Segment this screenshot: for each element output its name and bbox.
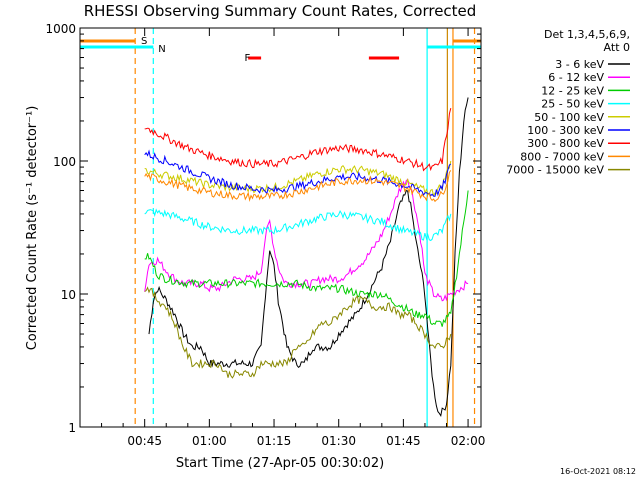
y-tick-label-0: 1	[68, 421, 76, 435]
series-line-0	[148, 97, 469, 418]
legend-header-1: Det 1,3,4,5,6,9,	[544, 28, 630, 41]
x-tick-label-0: 00:45	[127, 434, 162, 448]
y-tick-label-3: 1000	[45, 22, 76, 36]
legend-label-5: 100 - 300 keV	[527, 124, 604, 137]
series-line-5	[144, 149, 452, 197]
series-line-4	[144, 160, 452, 197]
y-tick-label-1: 10	[61, 288, 76, 302]
footer-timestamp: 16-Oct-2021 08:12	[560, 467, 636, 476]
x-axis-label: Start Time (27-Apr-05 00:30:02)	[176, 456, 384, 471]
x-tick-label-5: 02:00	[451, 434, 486, 448]
series-line-6	[144, 107, 452, 172]
series-line-2	[144, 190, 469, 327]
annotation-F: F	[245, 53, 251, 64]
annotation-N: N	[158, 44, 165, 55]
legend-header-2: Att 0	[604, 41, 630, 54]
x-tick-label-3: 01:30	[321, 434, 356, 448]
series-line-8	[144, 286, 452, 379]
legend-label-0: 3 - 6 keV	[555, 58, 604, 71]
legend-label-2: 12 - 25 keV	[541, 84, 604, 97]
series-line-3	[144, 208, 452, 242]
legend-label-8: 7000 - 15000 keV	[506, 164, 604, 177]
legend-label-4: 50 - 100 keV	[534, 111, 604, 124]
legend-label-7: 800 - 7000 keV	[520, 150, 604, 163]
legend-label-6: 300 - 800 keV	[527, 137, 604, 150]
y-tick-label-2: 100	[53, 155, 76, 169]
x-tick-label-1: 01:00	[192, 434, 227, 448]
annotation-S: S	[141, 36, 147, 47]
chart-title: RHESSI Observing Summary Count Rates, Co…	[84, 2, 477, 20]
y-axis-label: Corrected Count Rate (s⁻¹ detector⁻¹)	[25, 106, 40, 351]
legend-label-3: 25 - 50 keV	[541, 98, 604, 111]
series-line-7	[144, 170, 452, 203]
plot-frame	[79, 27, 482, 428]
x-tick-label-4: 01:45	[386, 434, 421, 448]
legend-label-1: 6 - 12 keV	[548, 71, 604, 84]
x-tick-label-2: 01:15	[257, 434, 292, 448]
